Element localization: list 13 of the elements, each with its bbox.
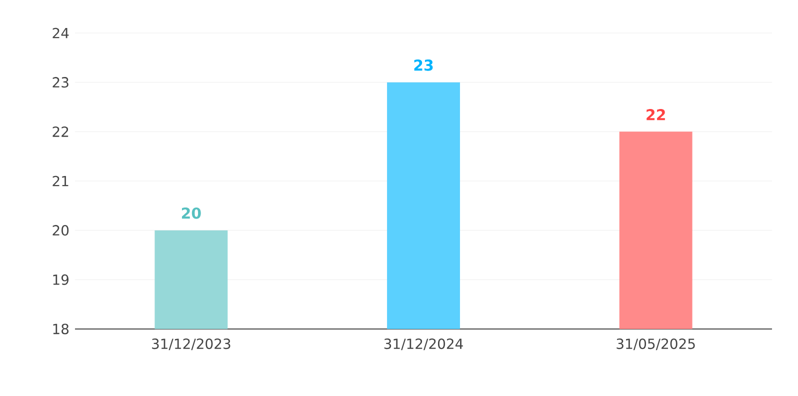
x-tick-label: 31/12/2023 bbox=[152, 338, 230, 350]
data-label: 22 bbox=[646, 109, 665, 120]
y-tick-label: 19 bbox=[53, 274, 68, 285]
data-label: 23 bbox=[414, 60, 433, 71]
y-tick-label: 20 bbox=[52, 225, 69, 236]
x-tick-label: 31/05/2025 bbox=[616, 338, 695, 350]
y-tick-label: 21 bbox=[52, 176, 68, 186]
x-tick-label: 31/12/2024 bbox=[384, 338, 463, 350]
data-label: 20 bbox=[182, 208, 201, 219]
y-tick-label: 22 bbox=[52, 126, 68, 137]
y-tick-label: 18 bbox=[53, 324, 69, 334]
y-tick-label: 24 bbox=[52, 28, 69, 38]
y-tick-label: 23 bbox=[52, 77, 68, 88]
